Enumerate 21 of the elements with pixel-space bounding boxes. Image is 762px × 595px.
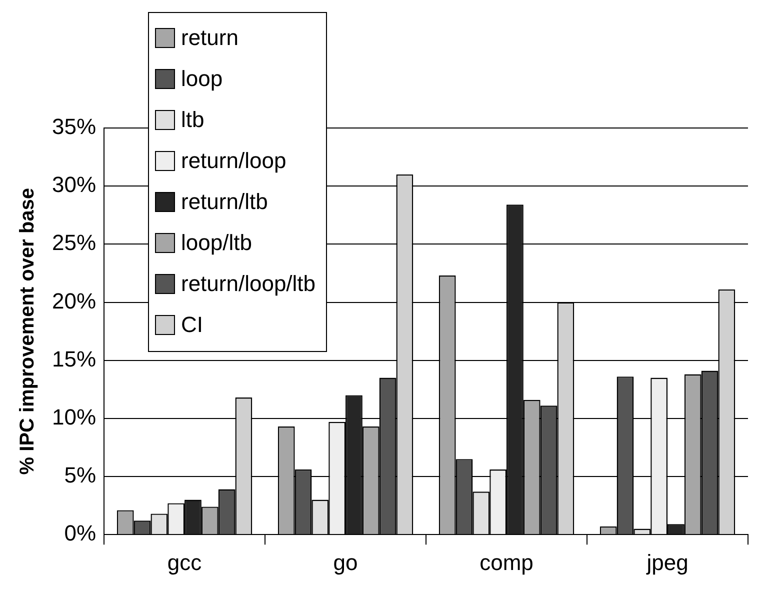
legend-label: return/loop/ltb bbox=[181, 270, 316, 296]
y-tick-label: 20% bbox=[52, 288, 96, 314]
x-tick-label: jpeg bbox=[646, 550, 688, 575]
y-tick-label: 35% bbox=[52, 114, 96, 140]
y-tick-label: 15% bbox=[52, 346, 96, 372]
y-tick-label: 5% bbox=[64, 462, 96, 488]
legend-label: return/ltb bbox=[181, 188, 268, 214]
y-tick-label: 0% bbox=[64, 520, 96, 546]
y-tick-label: 10% bbox=[52, 404, 96, 430]
x-tick-label: gcc bbox=[167, 550, 202, 575]
legend-label: CI bbox=[181, 312, 203, 338]
y-tick-label: 25% bbox=[52, 230, 96, 256]
legend-label: return/loop bbox=[181, 148, 286, 174]
legend-label: ltb bbox=[181, 106, 204, 132]
legend-label: loop bbox=[181, 66, 223, 92]
x-tick-label: go bbox=[333, 550, 358, 575]
y-axis-title: % IPC improvement over base bbox=[16, 188, 39, 475]
y-tick-label: 30% bbox=[52, 172, 96, 198]
x-tick-label: comp bbox=[480, 550, 534, 575]
legend-label: loop/ltb bbox=[181, 230, 252, 256]
legend-label: return bbox=[181, 24, 238, 50]
